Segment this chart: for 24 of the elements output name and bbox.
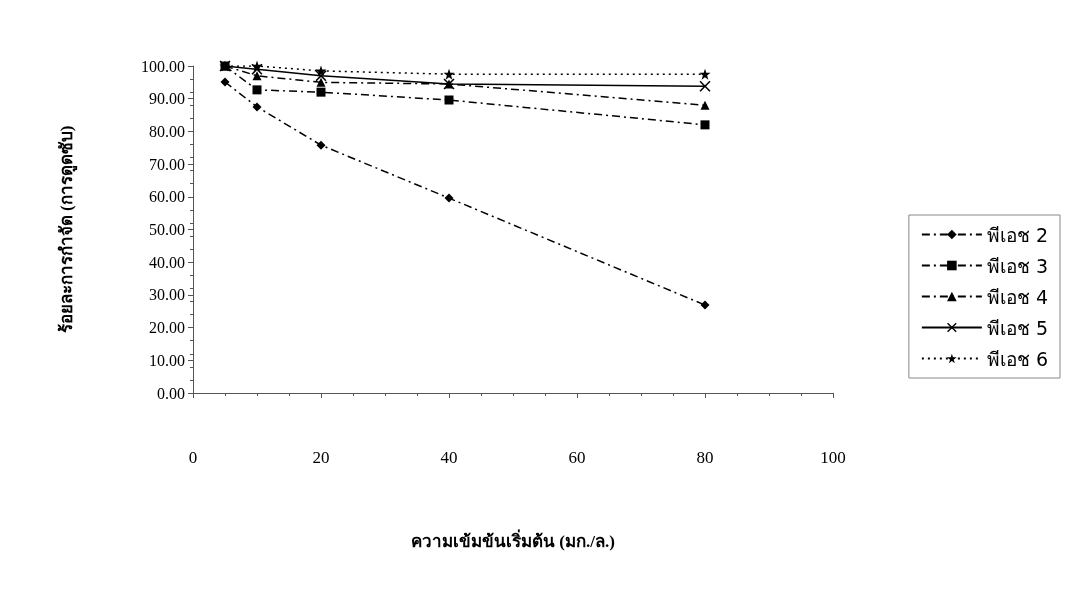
x-tick-label: 0 <box>188 448 198 467</box>
x-tick-label: 20 <box>312 448 330 467</box>
y-tick-label: 20.00 <box>149 319 185 337</box>
y-tick-label: 50.00 <box>149 221 185 238</box>
y-tick-label: 90.00 <box>149 90 185 108</box>
y-tick-label: 30.00 <box>149 286 185 304</box>
y-tick-label: 80.00 <box>149 122 185 140</box>
y-axis-title: ร้อยละการกำจัด (การดูดซับ) <box>57 125 78 334</box>
y-tick-label: 10.00 <box>149 351 185 369</box>
y-tick-label: 0.00 <box>157 384 185 402</box>
legend-label: พีเอช 5 <box>986 316 1049 339</box>
x-axis-title: ความเข้มข้นเริ่มต้น (มก./ล.) <box>411 529 615 551</box>
x-tick-label: 100 <box>820 448 846 467</box>
x-tick-label: 80 <box>696 448 714 467</box>
x-tick-label: 60 <box>568 448 586 467</box>
y-tick-label: 60.00 <box>149 188 185 206</box>
y-tick-label: 40.00 <box>149 253 185 271</box>
legend-label: พีเอช 6 <box>986 347 1049 370</box>
legend-label: พีเอช 2 <box>986 223 1049 246</box>
legend-label: พีเอช 4 <box>986 285 1049 308</box>
y-tick-label: 100.00 <box>141 57 185 75</box>
y-tick-label: 70.00 <box>149 155 185 173</box>
x-tick-label: 40 <box>440 448 458 467</box>
legend-label: พีเอช 3 <box>986 254 1049 277</box>
